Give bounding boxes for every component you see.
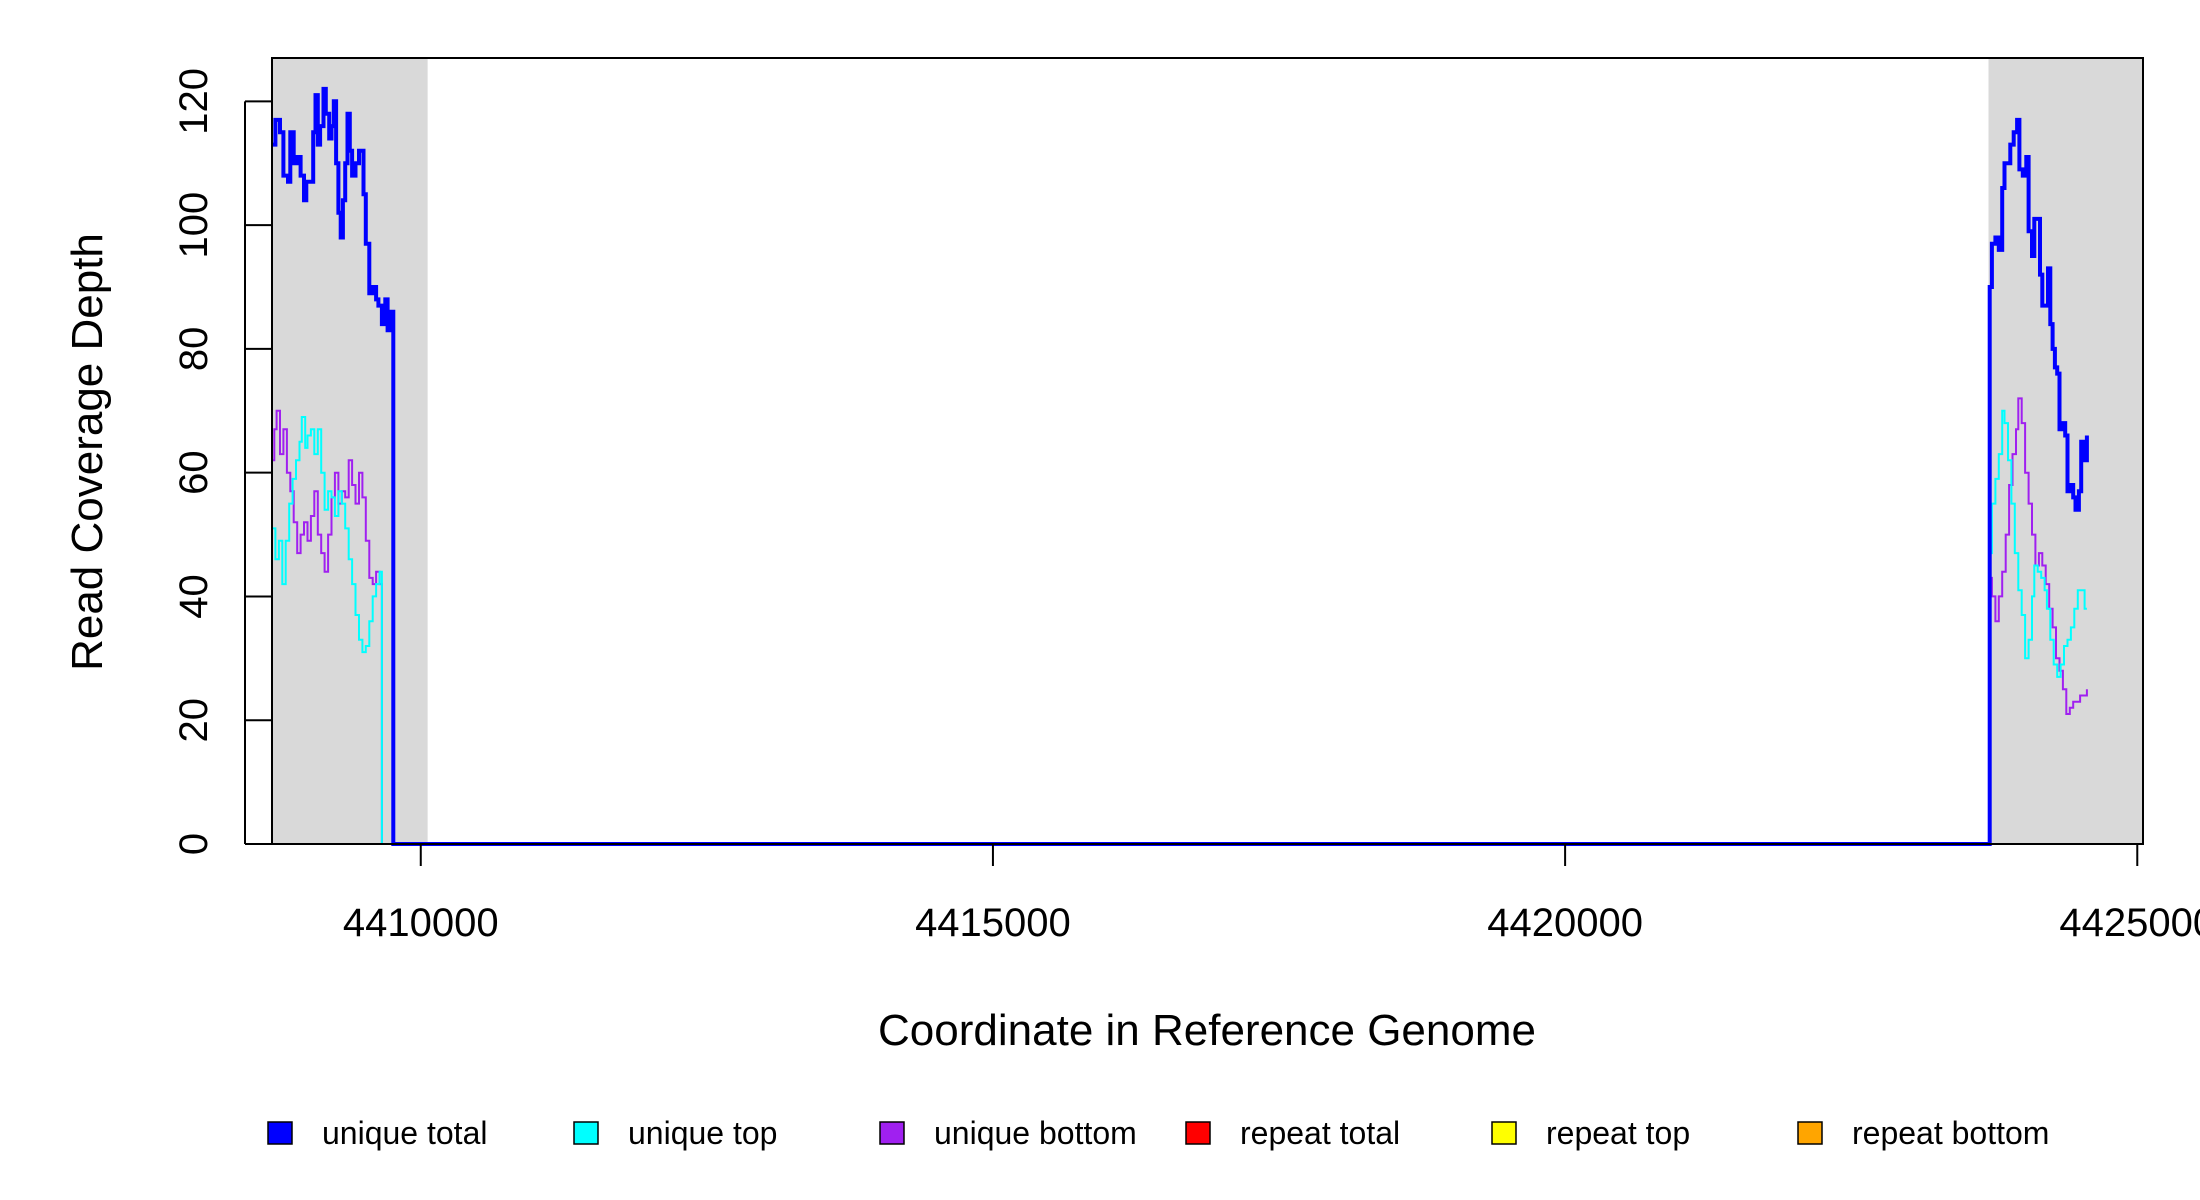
legend-label-repeat-total: repeat total xyxy=(1240,1115,1400,1151)
legend-swatch-repeat-total xyxy=(1185,1121,1211,1145)
series-unique-bottom xyxy=(272,397,2088,845)
y-axis: 0 20 40 60 80 100 120 xyxy=(172,68,272,855)
legend-label-unique-total: unique total xyxy=(322,1115,487,1151)
series-unique-total xyxy=(272,86,2089,846)
legend-swatch-repeat-bottom xyxy=(1797,1121,1823,1145)
legend-label-unique-bottom: unique bottom xyxy=(934,1115,1137,1151)
y-axis-title: Read Coverage Depth xyxy=(63,233,112,671)
legend-swatch-repeat-top xyxy=(1491,1121,1517,1145)
legend: unique total unique top unique bottom repea… xyxy=(267,1115,2049,1151)
y-tick-label: 0 xyxy=(172,833,216,855)
x-tick-label: 4425000 xyxy=(2059,901,2200,945)
series-unique-top xyxy=(272,409,2087,845)
plot-area-border xyxy=(271,57,2144,845)
series-lines xyxy=(272,86,2143,846)
legend-label-repeat-bottom: repeat bottom xyxy=(1852,1115,2049,1151)
y-tick-label: 60 xyxy=(172,450,216,495)
y-tick-label: 80 xyxy=(172,327,216,372)
legend-swatch-unique-top xyxy=(573,1121,599,1145)
legend-label-unique-top: unique top xyxy=(628,1115,777,1151)
legend-label-repeat-top: repeat top xyxy=(1546,1115,1690,1151)
legend-swatch-unique-bottom xyxy=(879,1121,905,1145)
y-tick-label: 20 xyxy=(172,698,216,743)
x-axis-title: Coordinate in Reference Genome xyxy=(878,1006,1536,1055)
y-tick-label: 120 xyxy=(172,68,216,135)
legend-swatch-unique-total xyxy=(267,1121,293,1145)
shaded-regions xyxy=(272,58,2143,844)
y-tick-label: 100 xyxy=(172,192,216,259)
y-tick-label: 40 xyxy=(172,574,216,619)
shaded-region-0 xyxy=(272,58,428,844)
x-tick-label: 4410000 xyxy=(343,901,499,945)
x-axis: 4410000 4415000 4420000 4425000 xyxy=(343,843,2200,945)
x-tick-label: 4420000 xyxy=(1487,901,1643,945)
x-tick-label: 4415000 xyxy=(915,901,1071,945)
